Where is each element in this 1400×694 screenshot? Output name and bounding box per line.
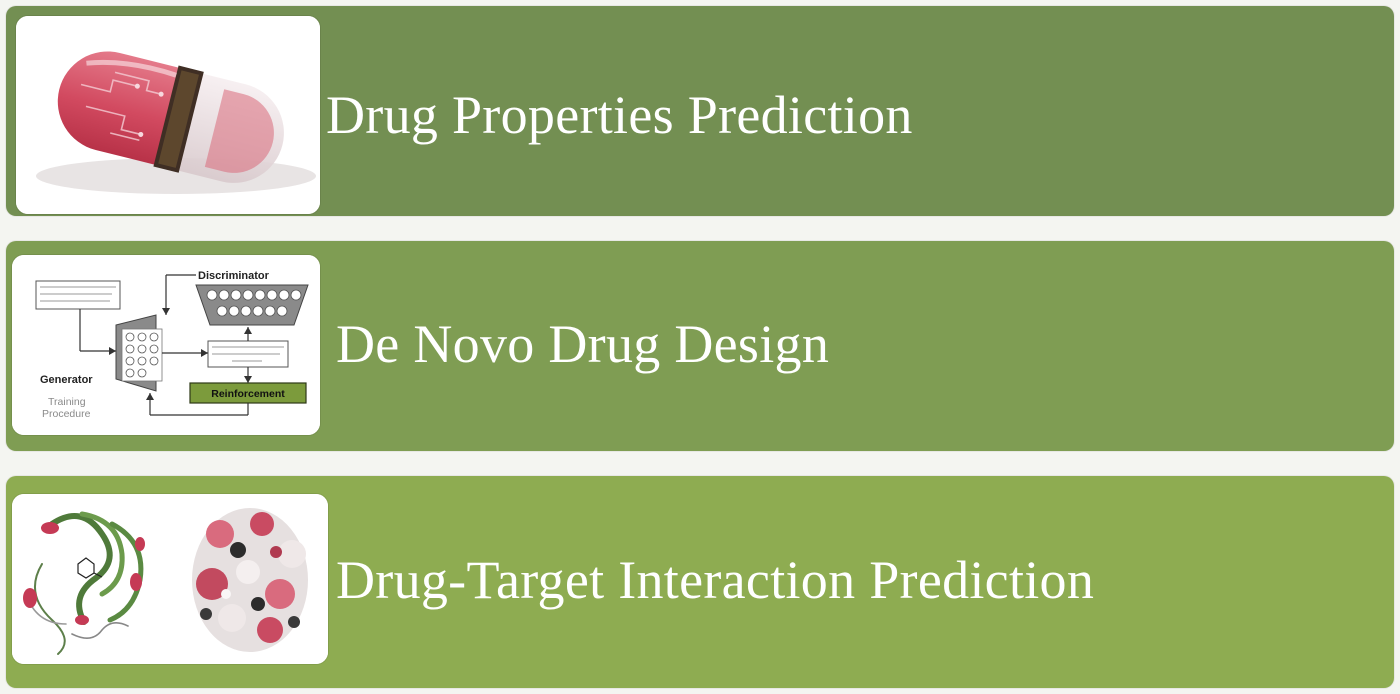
diagram-procedure-label: Procedure xyxy=(42,408,91,420)
row-drug-target-interaction: Drug-Target Interaction Prediction xyxy=(6,476,1394,688)
diagram-generator-label: Generator xyxy=(40,374,93,386)
diagram-discriminator-label: Discriminator xyxy=(198,270,270,282)
row-label: Drug-Target Interaction Prediction xyxy=(336,550,1095,610)
diagram-reinforcement-label: Reinforcement xyxy=(211,388,285,400)
row-drug-properties: Drug Properties Prediction xyxy=(6,6,1394,216)
pill-capsule-circuit-icon xyxy=(16,16,320,214)
row-label: De Novo Drug Design xyxy=(336,314,830,374)
row-de-novo-design: Discriminator Generator Reinforcement Tr… xyxy=(6,241,1394,451)
diagram-training-label: Training xyxy=(48,396,86,408)
row-label: Drug Properties Prediction xyxy=(326,85,913,145)
gan-diagram-icon: Discriminator Generator Reinforcement Tr… xyxy=(12,255,320,435)
protein-structures-icon xyxy=(12,494,328,664)
